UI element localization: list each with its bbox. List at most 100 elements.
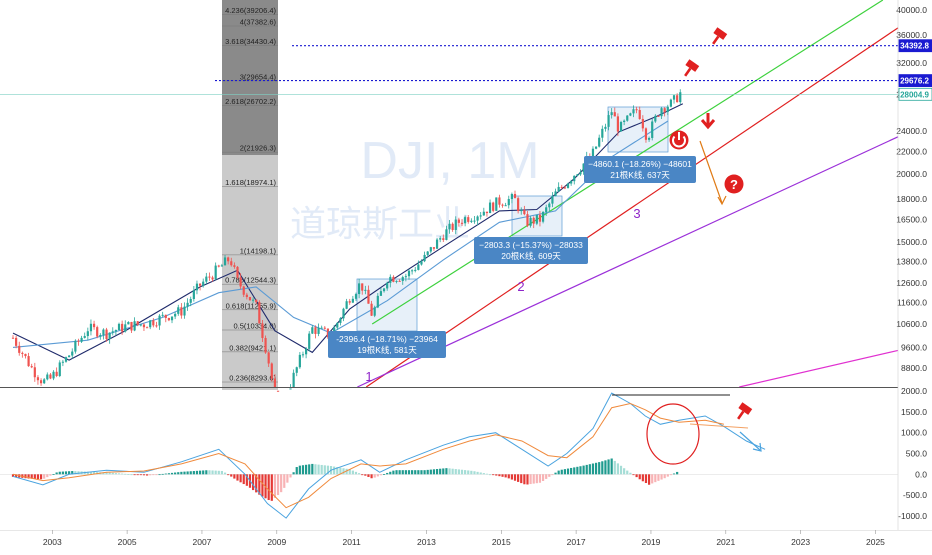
time-axis[interactable]: 2003 2005 2007 2009 2011 2013 2015 2017 2019 2021… bbox=[43, 530, 885, 547]
candle-up bbox=[61, 361, 64, 363]
time-tick-label: 2011 bbox=[342, 537, 361, 547]
macd-bar-positive bbox=[464, 470, 467, 475]
macd-bar-positive bbox=[342, 468, 345, 475]
candle-up bbox=[473, 220, 476, 222]
macd-bar-positive bbox=[411, 470, 414, 475]
candle-down bbox=[367, 289, 370, 304]
macd-bar-positive bbox=[351, 470, 354, 475]
candle-down bbox=[361, 283, 364, 291]
macd-bar-negative bbox=[504, 474, 507, 478]
candle-down bbox=[501, 204, 504, 206]
macd-bar-negative bbox=[39, 474, 43, 480]
price-label-box bbox=[898, 74, 932, 87]
down-arrow-icon[interactable] bbox=[700, 113, 716, 130]
macd-bar-negative bbox=[136, 474, 139, 476]
candle-up bbox=[83, 336, 86, 338]
macd-bar-negative bbox=[267, 474, 270, 501]
candle-up bbox=[672, 95, 676, 100]
candle-up bbox=[470, 220, 473, 222]
macd-bar-positive bbox=[488, 474, 492, 476]
question-icon[interactable]: ? bbox=[724, 174, 744, 194]
candle-down bbox=[39, 380, 43, 384]
candle-up bbox=[43, 379, 46, 384]
macd-line bbox=[12, 392, 766, 519]
candle-up bbox=[223, 257, 227, 266]
macd-bar-positive bbox=[121, 473, 124, 475]
candle-down bbox=[55, 371, 58, 376]
candle-down bbox=[198, 283, 202, 286]
macd-bar-positive bbox=[479, 472, 482, 475]
candle-up bbox=[339, 318, 342, 323]
price-tick-label: 18000.0 bbox=[896, 194, 927, 204]
correction-label-3[interactable]: −4860.1 (−18.26%) −48601 21根K线, 637天 bbox=[584, 156, 696, 183]
horizontal-levels bbox=[0, 45, 898, 95]
candle-up bbox=[80, 337, 83, 342]
macd-bar-positive bbox=[339, 467, 342, 475]
price-labels: 34392.8 29676.2 28004.9 bbox=[898, 39, 932, 101]
macd-bar-positive bbox=[167, 473, 171, 475]
macd-bar-positive bbox=[348, 469, 351, 475]
candle-up bbox=[464, 217, 467, 224]
candle-up bbox=[429, 247, 432, 252]
hammer-icon[interactable] bbox=[733, 402, 753, 422]
wave-label-2: 2 bbox=[517, 279, 524, 294]
macd-bar-negative bbox=[155, 474, 158, 476]
candle-up bbox=[86, 331, 89, 337]
macd-bar-negative bbox=[261, 474, 264, 497]
macd-bar-positive bbox=[92, 471, 96, 475]
candle-up bbox=[342, 308, 345, 319]
candle-up bbox=[448, 223, 451, 230]
macd-bar-negative bbox=[507, 474, 510, 479]
correction-label-1[interactable]: -2396.4 (−18.71%) −23964 19根K线, 581天 bbox=[328, 331, 446, 358]
macd-bar-negative bbox=[276, 474, 280, 496]
candle-up bbox=[576, 174, 579, 176]
candle-up bbox=[541, 212, 545, 222]
price-tick-label: 12600.0 bbox=[896, 278, 927, 288]
candle-up bbox=[174, 313, 177, 317]
candle-up bbox=[435, 239, 439, 249]
candle-down bbox=[180, 307, 183, 316]
correction-label-2[interactable]: −2803.3 (−15.37%) −28033 20根K线, 609天 bbox=[474, 237, 588, 264]
candle-down bbox=[457, 219, 460, 223]
macd-bar-negative bbox=[273, 474, 277, 498]
price-tick-label: 15000.0 bbox=[896, 237, 927, 247]
macd-axis[interactable]: 2000.0 1500.0 1000.0 500.0 0.0 -500.0 -1000.0 bbox=[898, 386, 927, 521]
macd-bar-positive bbox=[594, 462, 598, 475]
candle-down bbox=[517, 198, 520, 212]
time-tick-label: 2023 bbox=[791, 537, 810, 547]
candle-up bbox=[351, 298, 354, 303]
macd-bar-positive bbox=[61, 471, 64, 475]
macd-bar-negative bbox=[149, 474, 152, 476]
fib-level-label: 1(14198.1) bbox=[240, 246, 277, 255]
macd-bar-negative bbox=[545, 474, 548, 479]
candle-up bbox=[376, 295, 379, 308]
macd-bar-positive bbox=[672, 473, 676, 475]
candle-up bbox=[304, 348, 308, 355]
macd-bar-negative bbox=[251, 474, 255, 491]
macd-bar-negative bbox=[532, 474, 535, 484]
correction-label-1-line2: 19根K线, 581天 bbox=[357, 345, 417, 355]
price-label-box bbox=[898, 39, 932, 53]
candle-up bbox=[202, 281, 205, 286]
macd-bar-positive bbox=[429, 469, 432, 475]
hammer-icon[interactable] bbox=[680, 59, 700, 79]
trendline-magenta bbox=[739, 349, 899, 388]
candle-down bbox=[460, 222, 464, 224]
candle-up bbox=[479, 215, 482, 217]
candle-up bbox=[651, 121, 654, 138]
macd-bar-positive bbox=[170, 472, 174, 475]
fib-level-label: 2(21926.3) bbox=[240, 144, 277, 153]
macd-bar-negative bbox=[551, 474, 554, 476]
fib-level-label: 3(29654.4) bbox=[240, 72, 277, 81]
hammer-icon[interactable] bbox=[708, 27, 728, 47]
candle-up bbox=[149, 320, 152, 328]
candle-down bbox=[276, 390, 280, 392]
price-tick-label: 16500.0 bbox=[896, 214, 927, 224]
power-icon[interactable] bbox=[669, 130, 689, 150]
candle-up bbox=[395, 280, 398, 282]
macd-bar-positive bbox=[423, 470, 426, 475]
candle-down bbox=[261, 323, 264, 338]
candle-up bbox=[373, 307, 376, 316]
macd-bar-positive bbox=[64, 471, 68, 475]
